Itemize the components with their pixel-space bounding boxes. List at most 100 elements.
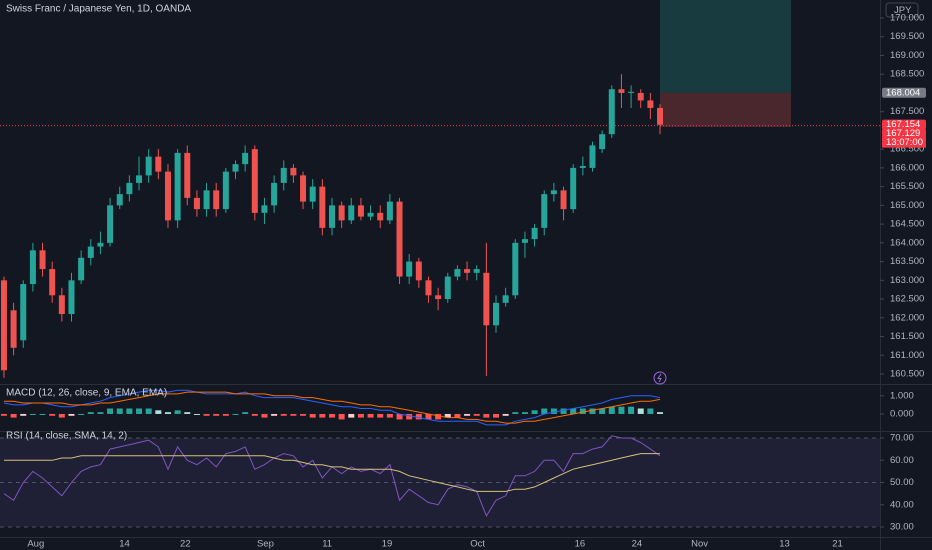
histogram-bar [396, 413, 403, 420]
y-tick-label: 1.000 [890, 390, 914, 401]
histogram-bar [164, 412, 171, 414]
histogram-bar [280, 413, 287, 416]
candle-body [68, 280, 75, 315]
histogram-bar [589, 408, 596, 414]
candle-body [618, 89, 625, 93]
y-tick-label: 164.500 [890, 219, 924, 230]
y-tick-label: 166.500 [890, 144, 924, 155]
histogram-bar [136, 408, 143, 414]
candle-body [49, 269, 56, 296]
candle-body [97, 242, 104, 247]
candle-body [637, 92, 644, 101]
x-tick-label: 22 [180, 539, 191, 550]
candle-body [473, 269, 480, 273]
y-tick-label: 169.000 [890, 50, 924, 61]
event-icon-bolt [657, 373, 662, 383]
candle-body [107, 205, 114, 243]
candle-body [357, 205, 364, 217]
histogram-bar [464, 413, 471, 416]
ma-line [4, 453, 660, 492]
price-tag [882, 128, 926, 139]
candle-body [541, 194, 548, 228]
histogram-bar [261, 413, 268, 418]
histogram-bar [541, 408, 548, 414]
histogram-bar [435, 413, 442, 420]
candle-body [550, 190, 557, 195]
histogram-bar [647, 408, 654, 414]
candle-body [300, 175, 307, 202]
candle-body [454, 269, 461, 277]
y-tick-label: 167.500 [890, 106, 924, 117]
y-tick-label: 162.500 [890, 294, 924, 305]
x-tick-label: 19 [382, 539, 393, 550]
event-icon[interactable] [653, 371, 667, 385]
histogram-bar [425, 413, 432, 420]
price-tag [882, 119, 926, 130]
histogram-bar [251, 413, 258, 416]
candle-body [232, 164, 239, 172]
histogram-bar [657, 412, 664, 414]
histogram-bar [454, 413, 461, 418]
histogram-bar [78, 413, 85, 415]
rsi-title: RSI (14, close, SMA, 14, 2) [6, 431, 127, 442]
candle-body [589, 145, 596, 168]
y-tick-label: 163.500 [890, 256, 924, 267]
countdown-tag [882, 137, 926, 148]
currency-label[interactable]: JPY [894, 5, 912, 16]
candle-body [39, 250, 46, 270]
candle-body [570, 167, 577, 210]
candle-body [261, 205, 268, 213]
histogram-bar [415, 413, 422, 420]
candle-body [126, 182, 133, 195]
candle-body [425, 280, 432, 296]
histogram-bar [49, 413, 56, 416]
candle-body [521, 239, 528, 243]
candle-body [348, 205, 355, 221]
histogram-bar [377, 413, 384, 418]
histogram-bar [271, 413, 278, 416]
histogram-bar [386, 413, 393, 418]
y-tick-label: 164.000 [890, 237, 924, 248]
histogram-bar [145, 408, 152, 414]
histogram-bar [608, 406, 615, 414]
histogram-bar [29, 413, 36, 415]
y-tick-label: 165.000 [890, 200, 924, 211]
signal-line [4, 391, 661, 424]
x-tick-label: Aug [27, 539, 44, 550]
candle-body [628, 91, 635, 93]
histogram-bar [87, 412, 94, 414]
histogram-bar [338, 413, 345, 420]
histogram-bar [319, 413, 326, 418]
candle-body [10, 310, 17, 348]
candle-body [213, 190, 220, 210]
y-tick-label: 60.00 [890, 455, 914, 466]
candle-body [251, 149, 258, 213]
histogram-bar [473, 413, 480, 416]
histogram-bar [232, 413, 239, 415]
y-tick-label: 161.500 [890, 331, 924, 342]
histogram-bar [493, 413, 500, 418]
currency-box[interactable] [885, 2, 919, 18]
macd-line [3, 389, 661, 426]
histogram-bar [521, 412, 528, 414]
candle-body [78, 257, 85, 281]
candle-body [386, 201, 393, 221]
histogram-bar [637, 408, 644, 414]
histogram-bar [107, 408, 114, 414]
x-tick-label: Oct [470, 539, 485, 550]
y-tick-label: 169.500 [890, 31, 924, 42]
x-tick-label: Nov [691, 539, 708, 550]
y-tick-label: 165.500 [890, 181, 924, 192]
y-tick-label: 168.500 [890, 69, 924, 80]
x-tick-label: 24 [632, 539, 643, 550]
histogram-bar [10, 413, 17, 418]
candle-body [222, 171, 229, 210]
histogram-bar [0, 413, 7, 416]
candle-body [29, 250, 36, 285]
candle-body [58, 295, 65, 315]
candle-body [464, 269, 471, 273]
candle-body [155, 156, 162, 172]
x-tick-label: 13 [779, 539, 790, 550]
